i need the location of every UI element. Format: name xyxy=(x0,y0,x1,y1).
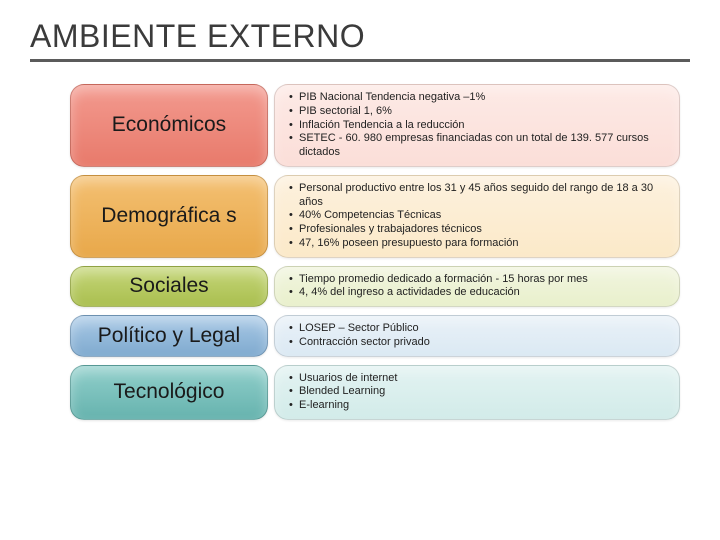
category-pill: Tecnológico xyxy=(70,365,268,420)
category-content: LOSEP – Sector PúblicoContracción sector… xyxy=(274,315,680,357)
category-pill: Sociales xyxy=(70,266,268,308)
category-pill: Económicos xyxy=(70,84,268,167)
category-content: Personal productivo entre los 31 y 45 añ… xyxy=(274,175,680,258)
bullet-list: Personal productivo entre los 31 y 45 añ… xyxy=(289,182,667,251)
bullet-list: Usuarios de internetBlended LearningE-le… xyxy=(289,372,667,413)
slide: AMBIENTE EXTERNO Económicos PIB Nacional … xyxy=(0,0,720,540)
bullet-item: 47, 16% poseen presupuesto para formació… xyxy=(289,237,667,251)
category-content: Usuarios de internetBlended LearningE-le… xyxy=(274,365,680,420)
category-pill: Demográfica s xyxy=(70,175,268,258)
bullet-item: PIB sectorial 1, 6% xyxy=(289,105,667,119)
bullet-item: 40% Competencias Técnicas xyxy=(289,209,667,223)
bullet-item: Contracción sector privado xyxy=(289,336,667,350)
bullet-item: Profesionales y trabajadores técnicos xyxy=(289,223,667,237)
category-row: Sociales Tiempo promedio dedicado a forma… xyxy=(70,266,680,308)
rows-container: Económicos PIB Nacional Tendencia negativ… xyxy=(30,84,690,420)
bullet-item: Personal productivo entre los 31 y 45 añ… xyxy=(289,182,667,210)
category-label: Demográfica s xyxy=(101,204,236,228)
bullet-item: E-learning xyxy=(289,399,667,413)
bullet-list: PIB Nacional Tendencia negativa –1%PIB s… xyxy=(289,91,667,160)
bullet-item: Inflación Tendencia a la reducción xyxy=(289,119,667,133)
category-row: Demográfica s Personal productivo entre l… xyxy=(70,175,680,258)
category-content: PIB Nacional Tendencia negativa –1%PIB s… xyxy=(274,84,680,167)
bullet-list: Tiempo promedio dedicado a formación - 1… xyxy=(289,273,667,301)
bullet-list: LOSEP – Sector PúblicoContracción sector… xyxy=(289,322,667,350)
bullet-item: Blended Learning xyxy=(289,385,667,399)
bullet-item: LOSEP – Sector Público xyxy=(289,322,667,336)
category-label: Político y Legal xyxy=(98,324,240,348)
category-row: Económicos PIB Nacional Tendencia negativ… xyxy=(70,84,680,167)
category-label: Tecnológico xyxy=(114,380,225,404)
bullet-item: Usuarios de internet xyxy=(289,372,667,386)
category-row: Político y Legal LOSEP – Sector PúblicoCo… xyxy=(70,315,680,357)
bullet-item: SETEC - 60. 980 empresas financiadas con… xyxy=(289,132,667,160)
page-title: AMBIENTE EXTERNO xyxy=(30,18,690,62)
category-row: Tecnológico Usuarios de internetBlended L… xyxy=(70,365,680,420)
category-label: Sociales xyxy=(129,274,208,298)
bullet-item: Tiempo promedio dedicado a formación - 1… xyxy=(289,273,667,287)
bullet-item: 4, 4% del ingreso a actividades de educa… xyxy=(289,286,667,300)
bullet-item: PIB Nacional Tendencia negativa –1% xyxy=(289,91,667,105)
category-content: Tiempo promedio dedicado a formación - 1… xyxy=(274,266,680,308)
category-pill: Político y Legal xyxy=(70,315,268,357)
category-label: Económicos xyxy=(112,113,226,137)
